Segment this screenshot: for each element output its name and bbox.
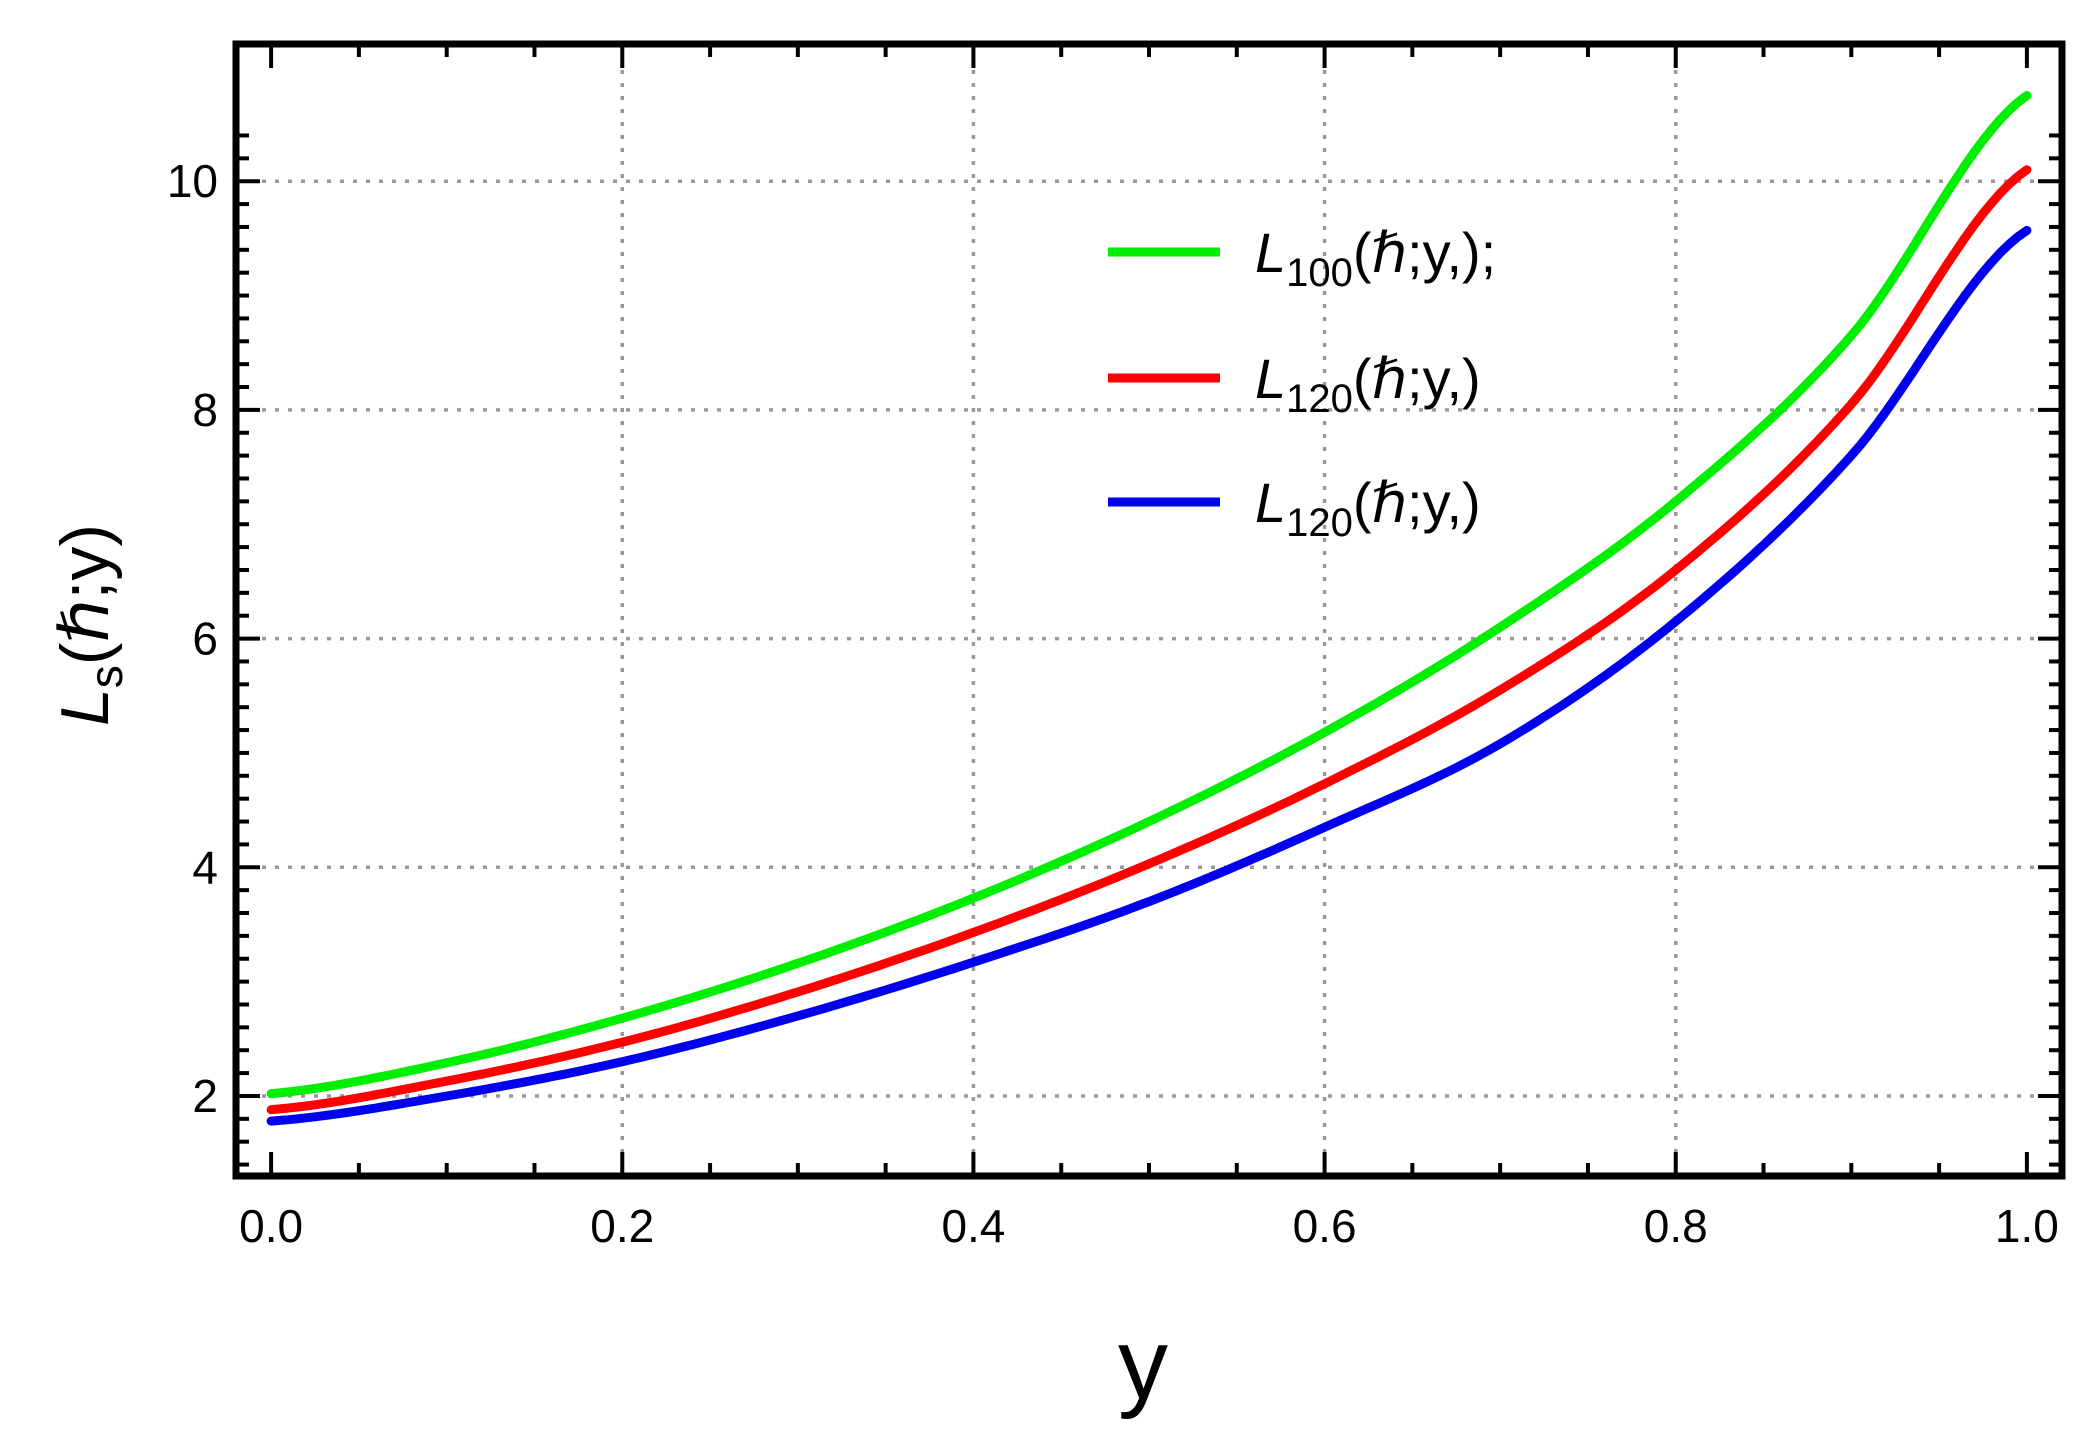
y-axis-label-sub: s (80, 665, 132, 688)
x-tick-label-0: 0.0 (239, 1200, 303, 1252)
y-axis-label: Ls(ℏ;y) (47, 524, 132, 726)
plot-frame (232, 40, 2066, 1180)
y-tick-label-3: 8 (192, 384, 218, 436)
x-tick-label-1: 0.2 (590, 1200, 654, 1252)
legend-label-3: L120(ℏ;y,) (1255, 471, 1481, 545)
y-tick-label-2: 6 (192, 613, 218, 665)
legend: L100(ℏ;y,); L120(ℏ;y,) L120(ℏ;y,) (1108, 221, 1496, 545)
y-axis-label-main: L (47, 688, 123, 726)
y-tick-label-0: 2 (192, 1070, 218, 1122)
y-tick-label-1: 4 (192, 841, 218, 893)
legend-label-1: L100(ℏ;y,); (1255, 221, 1496, 295)
x-axis-label: y (1118, 1308, 1168, 1420)
x-tick-label-3: 0.6 (1293, 1200, 1357, 1252)
x-tick-label-4: 0.8 (1644, 1200, 1708, 1252)
axis-ticks (236, 44, 2062, 1176)
series-line-3 (266, 225, 2032, 1126)
y-tick-label-4: 10 (167, 155, 218, 207)
legend-label-2: L120(ℏ;y,) (1255, 347, 1481, 421)
legend-entry-3: L120(ℏ;y,) (1108, 471, 1481, 545)
legend-entry-2: L120(ℏ;y,) (1108, 347, 1481, 421)
tick-labels: 0.0 0.2 0.4 0.6 0.8 1.0 2 4 6 8 10 (167, 155, 2059, 1252)
series-line-1 (266, 91, 2032, 1099)
y-axis-label-rest: (ℏ;y) (47, 524, 123, 665)
x-tick-label-5: 1.0 (1995, 1200, 2059, 1252)
x-tick-label-2: 0.4 (941, 1200, 1005, 1252)
series-line-2 (266, 165, 2032, 1115)
series-lines (266, 91, 2032, 1126)
grid-lines (236, 44, 2062, 1176)
legend-entry-1: L100(ℏ;y,); (1108, 221, 1496, 295)
